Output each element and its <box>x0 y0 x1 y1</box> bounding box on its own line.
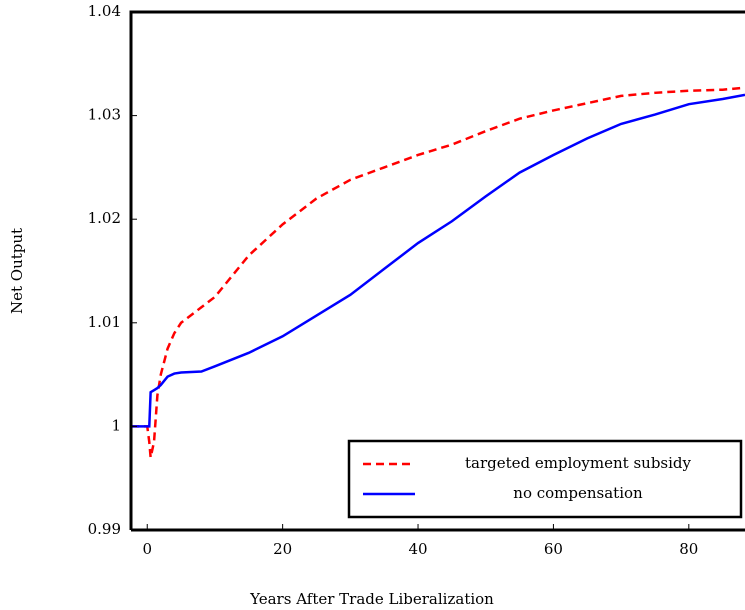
legend-box <box>347 439 743 519</box>
legend-label: targeted employment subsidy <box>465 454 692 472</box>
y-tick-label: 1 <box>111 416 121 434</box>
y-axis-label: Net Output <box>8 228 26 314</box>
x-tick-label: 40 <box>408 540 427 558</box>
plot-area <box>131 86 745 458</box>
y-tick-label: 1.01 <box>88 313 121 331</box>
y-tick-label: 1.03 <box>88 106 121 124</box>
x-tick-label: 80 <box>679 540 698 558</box>
x-tick-label: 20 <box>273 540 292 558</box>
x-axis-label: Years After Trade Liberalization <box>249 590 494 608</box>
legend-label: no compensation <box>513 484 643 502</box>
y-tick-label: 0.99 <box>88 520 121 538</box>
y-tick-label: 1.02 <box>88 209 121 227</box>
x-tick-label: 0 <box>142 540 152 558</box>
legend: targeted employment subsidy no compensati… <box>347 439 743 519</box>
y-tick-label: 1.04 <box>88 2 121 20</box>
series-line <box>131 86 745 458</box>
series-line <box>131 93 745 428</box>
x-tick-label: 60 <box>544 540 563 558</box>
